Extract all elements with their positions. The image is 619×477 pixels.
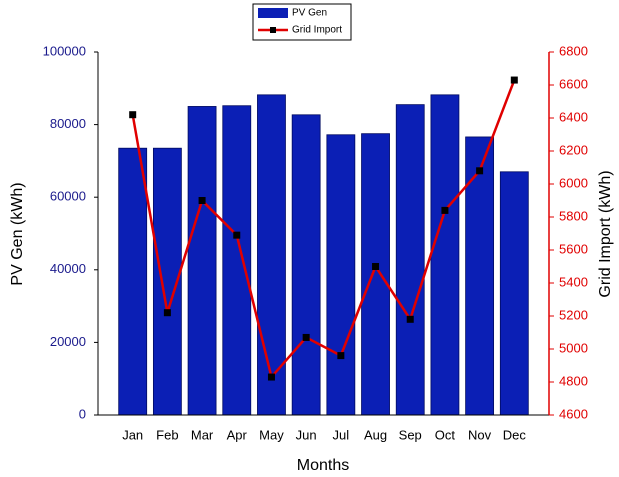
marker [267,373,275,381]
bar [118,147,148,416]
y2-tick-label: 6200 [559,142,588,157]
x-tick-label: Aug [364,427,387,442]
x-tick-label: Jun [296,427,317,442]
y-tick-label: 80000 [50,116,86,131]
marker [163,309,171,317]
marker [441,206,449,214]
bar [222,105,252,416]
y2-tick-label: 4800 [559,373,588,388]
marker [476,167,484,175]
y2-tick-label: 6800 [559,43,588,58]
y2-tick-label: 6400 [559,109,588,124]
x-tick-label: Feb [156,427,178,442]
y2-tick-label: 5600 [559,241,588,256]
marker [233,231,241,239]
x-tick-label: May [259,427,284,442]
y2-tick-label: 5000 [559,340,588,355]
x-tick-label: Sep [399,427,422,442]
bar [326,134,356,416]
bar [257,94,286,416]
legend-label: PV Gen [292,8,327,19]
bar [430,94,460,416]
bar [499,171,529,416]
line [131,79,516,380]
legend-label: Grid Import [292,25,342,36]
y-tick-label: 40000 [50,261,86,276]
marker [129,111,137,119]
y-axis-title: PV Gen (kWh) [9,182,26,285]
x-tick-label: Jul [333,427,350,442]
x-axis-title: Months [297,457,349,474]
y2-tick-label: 5800 [559,208,588,223]
y-tick-label: 20000 [50,334,86,349]
marker [198,197,206,204]
x-tick-label: Nov [468,427,492,442]
x-tick-label: Dec [503,427,527,442]
x-tick-label: Oct [435,427,456,442]
y-tick-label: 60000 [50,189,86,204]
bar [465,136,495,416]
marker [510,76,518,84]
bar [361,133,390,416]
marker [337,352,345,360]
y-tick-label: 100000 [43,43,86,58]
x-tick-label: Mar [191,427,214,442]
y2-tick-label: 5400 [559,274,588,289]
y2-tick-label: 4600 [559,406,588,421]
marker [372,263,380,270]
y2-tick-label: 6600 [559,76,588,91]
x-tick-label: Jan [122,427,143,442]
y2-tick-label: 5200 [559,307,588,322]
bar [187,106,217,416]
y2-axis-title: Grid Import (kWh) [597,170,614,297]
y-tick-label: 0 [79,406,86,421]
legend-marker [270,27,276,33]
marker [406,315,414,323]
legend-swatch [258,8,288,18]
bar [395,104,425,416]
bar [291,114,321,416]
marker [302,333,310,341]
x-tick-label: Apr [227,427,248,442]
y2-tick-label: 6000 [559,175,588,190]
